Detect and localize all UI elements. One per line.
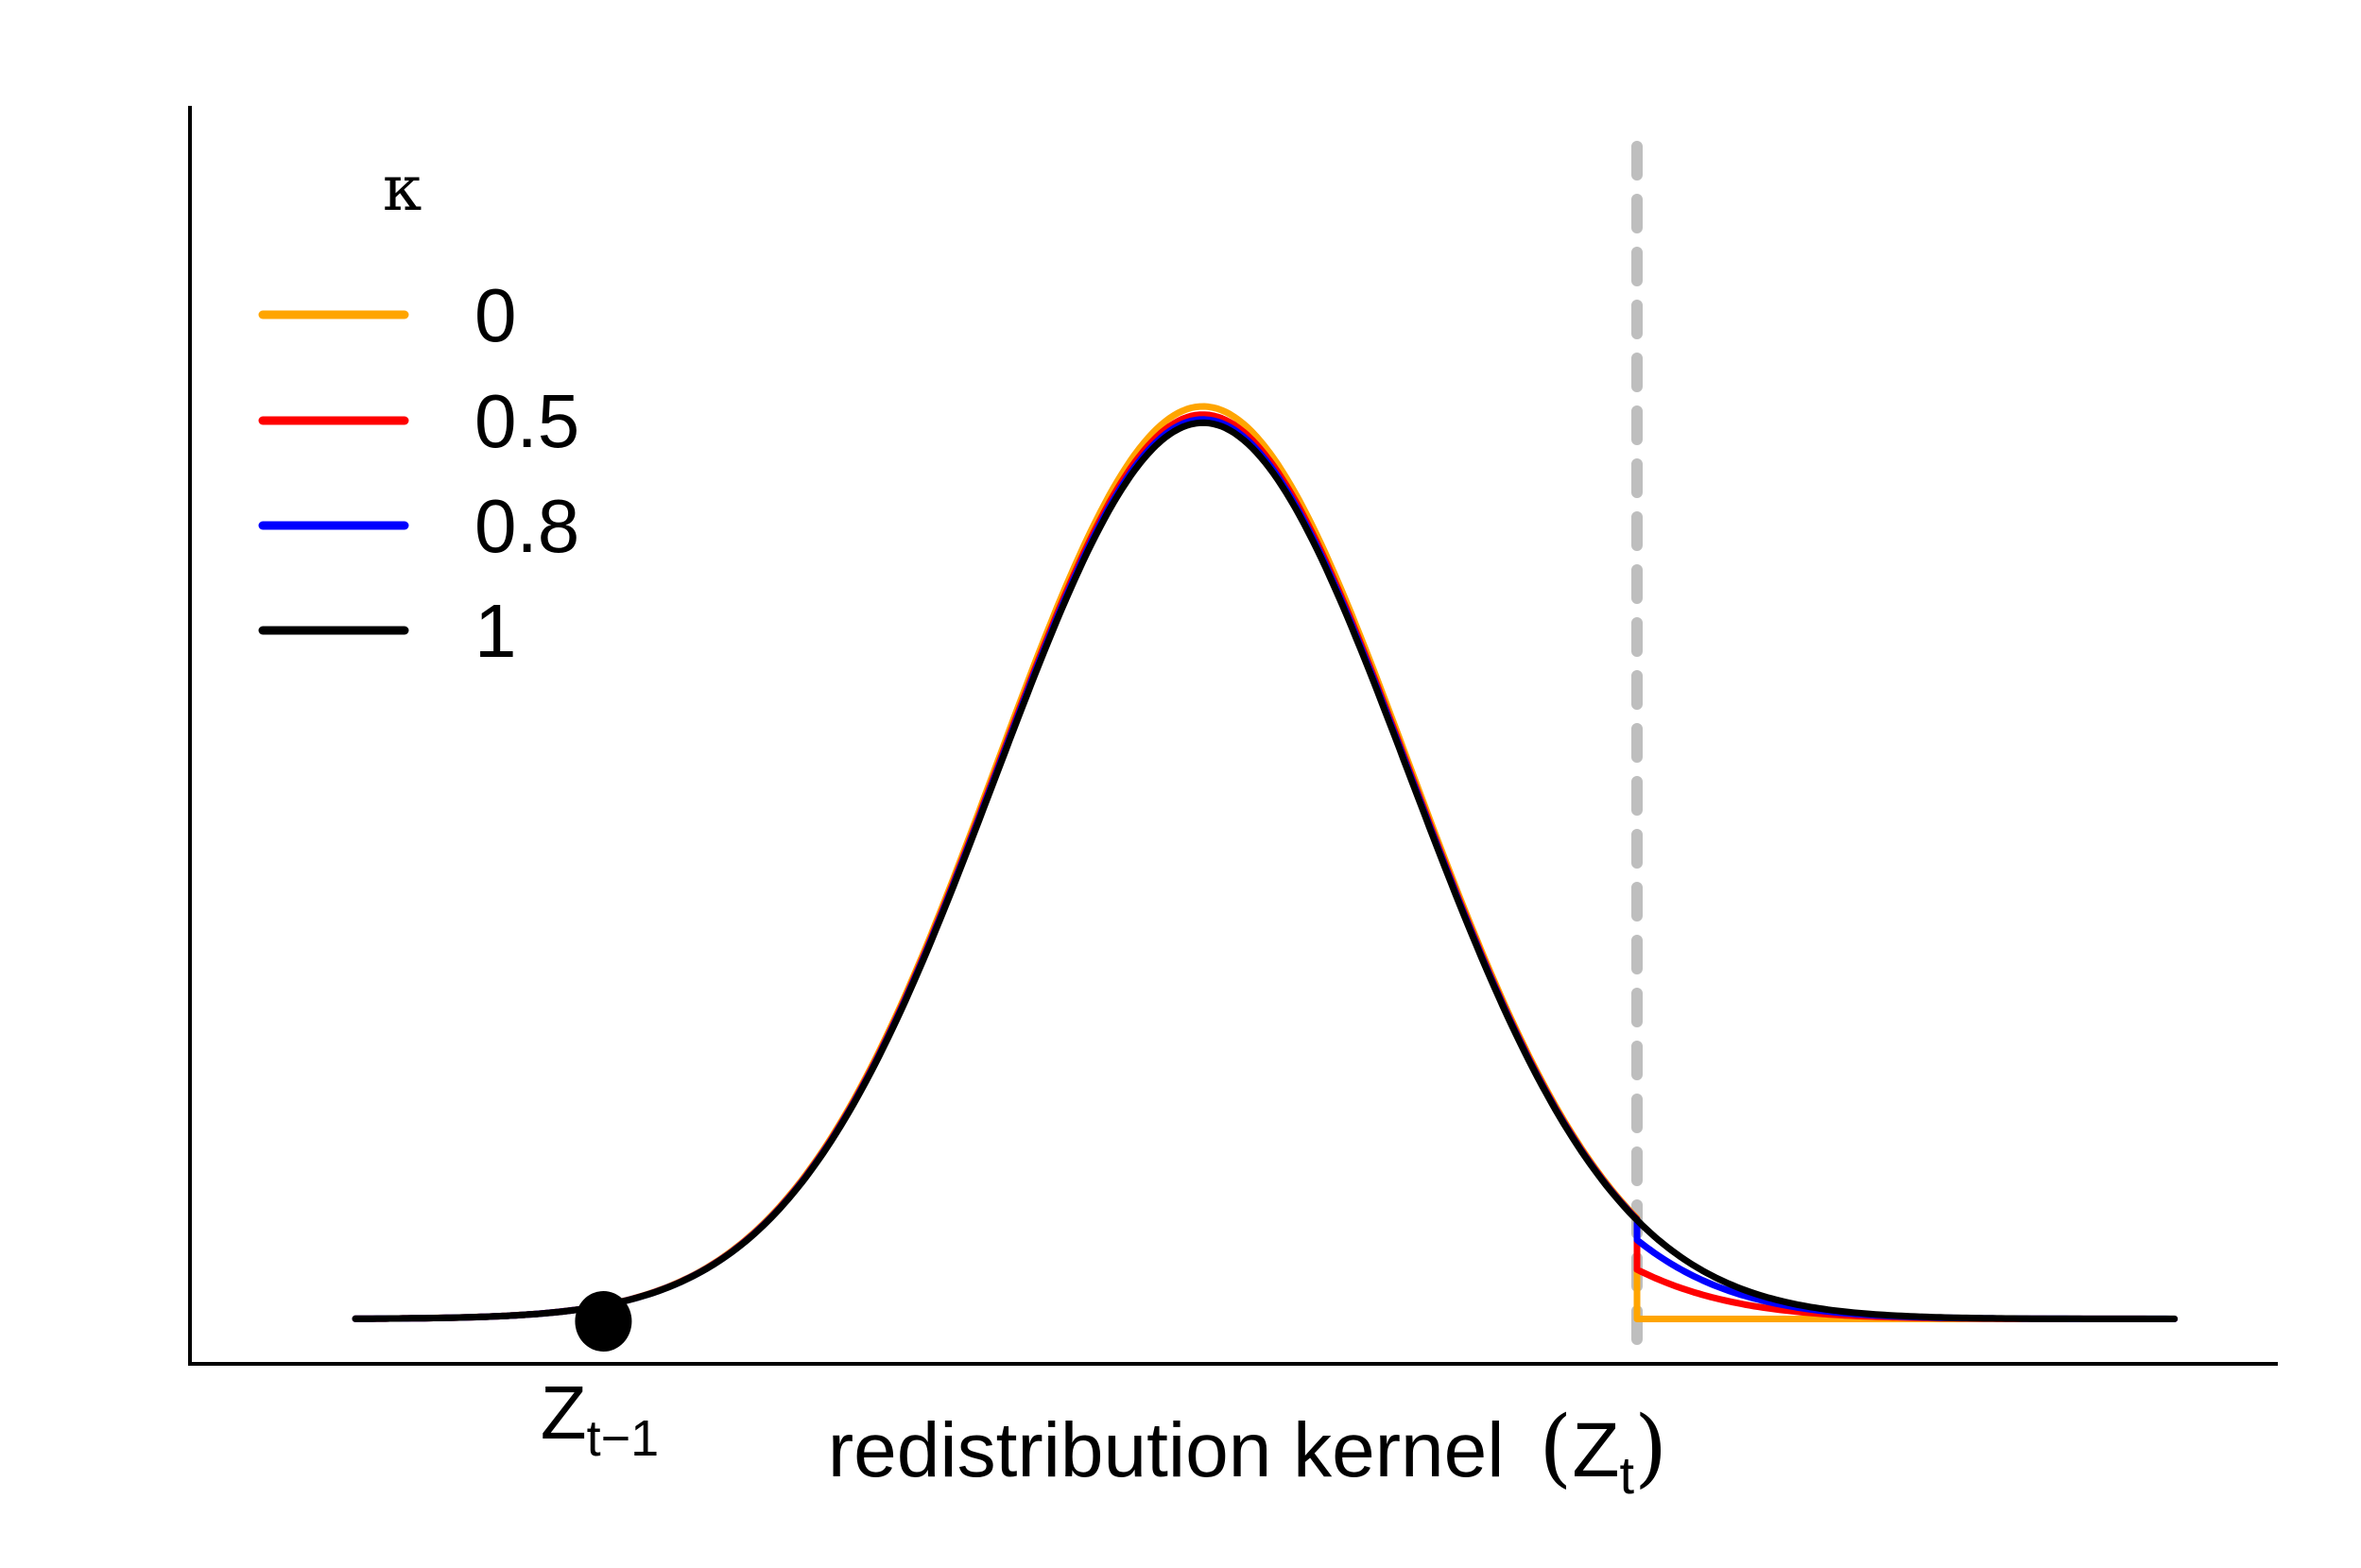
legend-label: 0.8 [474, 484, 579, 568]
legend-label: 0.5 [474, 379, 579, 463]
x-axis-label-symbol: Z [1572, 1407, 1619, 1493]
legend: κ 0 0.5 0.8 1 [258, 152, 579, 673]
series-line-kappa-0-5 [352, 411, 2179, 1322]
legend-item-1: 1 [258, 589, 517, 673]
x-axis-label-main: redistribution kernel [828, 1407, 1505, 1493]
legend-label: 0 [474, 273, 517, 357]
current-position-point [575, 1291, 632, 1352]
axes [188, 106, 2278, 1366]
legend-label: 1 [474, 589, 517, 673]
legend-item-0-5: 0.5 [258, 379, 579, 463]
series-line-kappa-0-8 [352, 416, 2179, 1322]
point-layer: Zt−1 [541, 1291, 659, 1467]
point-label: Zt−1 [541, 1370, 659, 1467]
legend-title: κ [383, 152, 422, 225]
legend-item-0-8: 0.8 [258, 484, 579, 568]
x-axis-label: redistribution kernel (Zt) [828, 1398, 1667, 1505]
x-axis-label-subscript: t [1619, 1445, 1634, 1505]
series-line-kappa-0 [352, 403, 2179, 1322]
legend-item-0: 0 [258, 273, 517, 357]
series-line-kappa-1 [352, 419, 2179, 1322]
series-layer [352, 403, 2179, 1322]
svg-text:redistribution kernel (Z: redistribution kernel (Zt) [828, 1398, 1667, 1505]
